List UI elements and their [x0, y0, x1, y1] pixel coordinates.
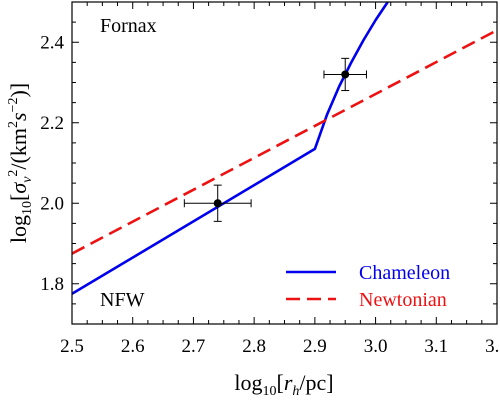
x-tick-label: 2.9 — [303, 336, 327, 357]
data-point — [213, 199, 222, 208]
data-point — [341, 70, 350, 79]
y-tick-label: 2.2 — [40, 113, 64, 134]
x-tick-label: 2.6 — [121, 336, 145, 357]
x-tick-label: 2.5 — [60, 336, 84, 357]
x-axis-label: log10[rh/pc] — [234, 370, 333, 399]
x-tick-label: 2.7 — [182, 336, 206, 357]
data-point-group — [323, 57, 367, 92]
y-axis-label: log10[σv2/(km2s−2)] — [6, 83, 35, 243]
legend: Chameleon Newtonian — [286, 262, 450, 311]
x-tick-label: 3.0 — [364, 336, 388, 357]
data-point-group — [183, 184, 252, 222]
legend-label-chameleon: Chameleon — [359, 262, 450, 284]
model-annotation: NFW — [100, 289, 145, 311]
y-tick-label: 2.0 — [40, 193, 64, 214]
legend-item-chameleon: Chameleon — [286, 262, 450, 284]
legend-label-newtonian: Newtonian — [359, 289, 447, 311]
y-tick-label: 1.8 — [40, 274, 64, 295]
x-tick-label: 3.1 — [424, 336, 448, 357]
y-axis-ticks: 1.8 2.0 2.2 2.4 — [40, 1, 497, 325]
y-tick-label: 2.4 — [40, 32, 64, 53]
data-points-layer — [183, 57, 367, 222]
x-axis-ticks: 2.5 2.6 2.7 2.8 2.9 3.0 3.1 3.2 — [60, 2, 500, 357]
x-tick-label: 3.2 — [485, 336, 500, 357]
legend-item-newtonian: Newtonian — [286, 289, 447, 311]
series-line-chameleon — [72, 2, 389, 295]
chart-title: Fornax — [100, 15, 157, 37]
series-line-newtonian — [72, 29, 497, 255]
x-tick-label: 2.8 — [242, 336, 266, 357]
series-layer — [72, 2, 497, 295]
